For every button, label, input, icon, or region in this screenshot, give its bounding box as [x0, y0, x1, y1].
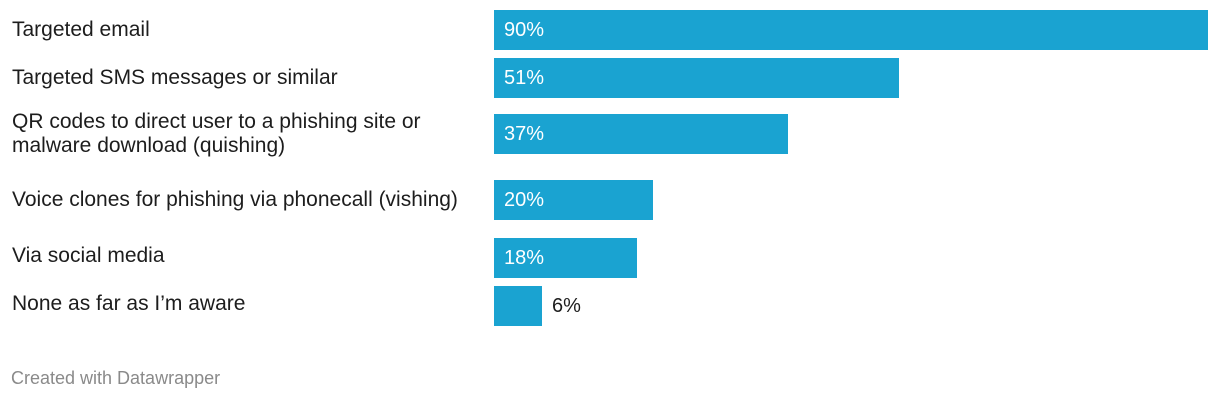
bar: [494, 58, 899, 98]
value-label: 37%: [504, 123, 545, 145]
category-label: Via social media: [12, 244, 165, 267]
value-label: 51%: [504, 67, 545, 89]
value-label: 18%: [504, 247, 545, 269]
category-label: Targeted SMS messages or similar: [12, 66, 338, 89]
bar: [494, 180, 653, 220]
category-label: Targeted email: [12, 18, 150, 41]
bar: [494, 114, 788, 154]
bar: [494, 238, 637, 278]
datawrapper-credit[interactable]: Created with Datawrapper: [11, 368, 221, 388]
category-label: None as far as I’m aware: [12, 292, 246, 315]
bar-chart: Targeted email 90% Targeted SMS messages o…: [12, 10, 1208, 326]
value-label: 6%: [552, 295, 581, 317]
bar: [494, 286, 542, 326]
value-label: 90%: [504, 19, 545, 41]
bar: [494, 10, 1208, 50]
category-label: QR codes to direct user to a phishing si…: [12, 110, 421, 157]
value-label: 20%: [504, 189, 545, 211]
category-label: Voice clones for phishing via phonecall …: [12, 188, 458, 211]
